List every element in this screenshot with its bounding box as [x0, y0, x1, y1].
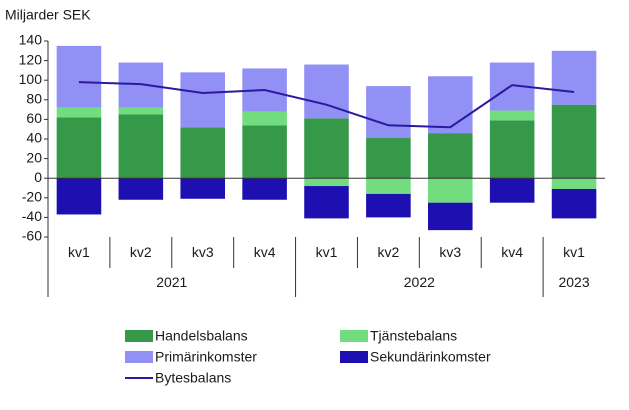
y-tick-label: -20: [22, 189, 42, 205]
bar: [180, 178, 226, 199]
bar: [427, 133, 473, 179]
y-tick-label: 60: [26, 110, 42, 126]
bar: [427, 178, 473, 203]
group-label: 2021: [156, 274, 187, 290]
bar: [242, 125, 287, 179]
bar: [551, 50, 597, 105]
bar: [366, 178, 411, 194]
bar: [551, 188, 597, 219]
bar: [118, 178, 164, 200]
bar: [180, 72, 226, 128]
bar: [242, 111, 287, 126]
y-tick-label: 120: [19, 51, 43, 67]
y-tick-label: 140: [19, 32, 43, 48]
line: [78, 81, 575, 129]
x-tick-label: kv2: [130, 244, 152, 260]
bar: [366, 193, 411, 218]
legend-label: Sekundärinkomster: [370, 349, 491, 365]
bar: [118, 107, 164, 115]
bar: [489, 178, 535, 203]
bar: [304, 118, 349, 179]
legend-swatch: [125, 330, 153, 342]
x-tick-label: kv2: [377, 244, 399, 260]
y-tick-label: -40: [22, 208, 42, 224]
x-tick-label: kv3: [439, 244, 461, 260]
legend-label: Bytesbalans: [155, 370, 231, 386]
bar: [551, 104, 597, 179]
x-tick-label: kv1: [563, 244, 585, 260]
legend-swatch: [340, 330, 368, 342]
bar: [56, 107, 102, 118]
y-tick-label: 0: [34, 169, 42, 185]
bar: [56, 117, 102, 179]
bar: [489, 120, 535, 179]
group-label: 2022: [404, 274, 435, 290]
bar: [427, 202, 473, 231]
legend-label: Handelsbalans: [155, 328, 248, 344]
x-tick-label: kv4: [501, 244, 523, 260]
bar: [242, 178, 287, 200]
y-tick-label: 40: [26, 130, 42, 146]
x-tick-label: kv1: [68, 244, 90, 260]
y-tick-label: -60: [22, 228, 42, 244]
bar: [366, 86, 411, 139]
bar: [304, 186, 349, 219]
chart-title: Miljarder SEK: [5, 7, 91, 23]
bar: [56, 45, 102, 108]
x-tick-label: kv1: [316, 244, 338, 260]
bar: [427, 76, 473, 134]
x-tick-label: kv3: [192, 244, 214, 260]
bar: [118, 114, 164, 179]
legend-swatch: [340, 351, 368, 363]
group-label: 2023: [558, 274, 589, 290]
bar: [56, 178, 102, 215]
legend-label: Primärinkomster: [155, 349, 257, 365]
x-tick-label: kv4: [254, 244, 276, 260]
y-tick-label: 80: [26, 91, 42, 107]
bar: [180, 127, 226, 179]
y-tick-label: 20: [26, 149, 42, 165]
y-tick-label: 100: [19, 71, 43, 87]
bar: [366, 138, 411, 179]
bar: [489, 110, 535, 121]
bar: [304, 178, 349, 187]
bar: [551, 178, 597, 189]
legend-swatch: [125, 351, 153, 363]
legend-label: Tjänstebalans: [370, 328, 457, 344]
